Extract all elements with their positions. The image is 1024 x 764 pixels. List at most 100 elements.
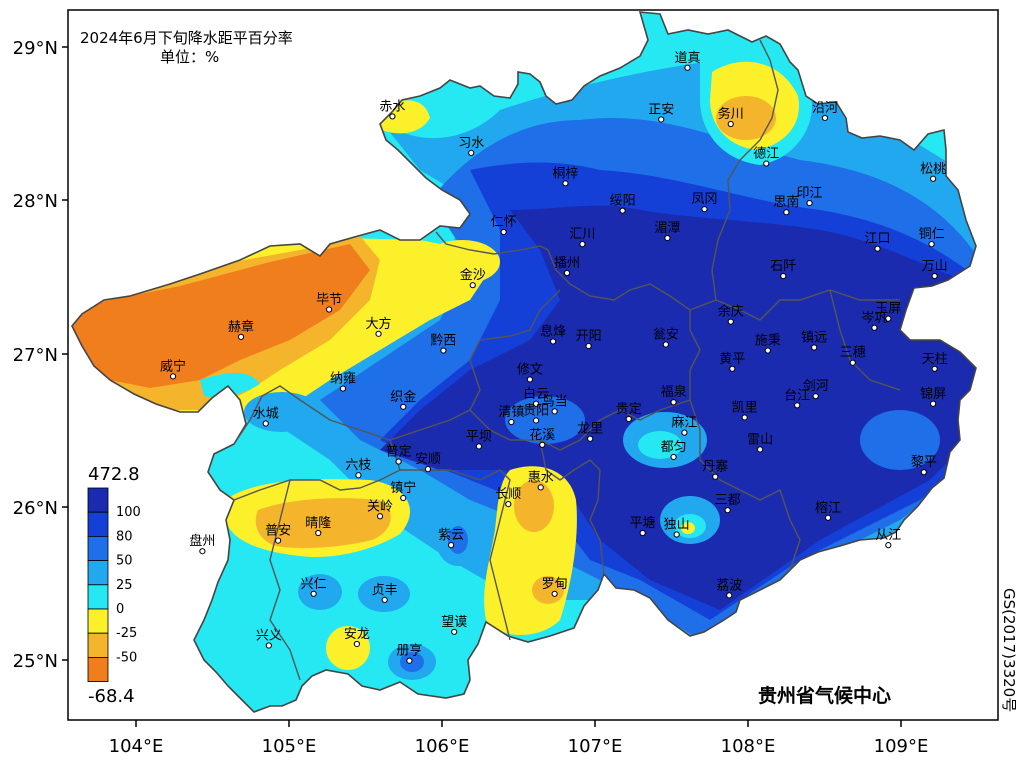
station-marker: 赤水 [379,99,405,120]
station-label: 威宁 [160,358,186,374]
station-label: 瓮安 [653,327,679,342]
lon-label-105: 105°E [262,736,317,757]
station-dot [756,446,764,453]
legend-bin-label: -50 [116,650,137,665]
field-weining-wet [200,372,260,398]
station-marker: 纳雍 [330,371,356,392]
station-marker: 思南 [773,194,799,216]
station-label: 从江 [875,528,901,543]
station-label: 余庆 [718,304,744,320]
legend-bin-label: 0 [116,602,124,617]
station-label: 独山 [664,518,690,533]
station-label: 平塘 [630,515,656,531]
legend-bin-label: 80 [116,529,133,544]
station-marker: 镇宁 [390,480,416,502]
station-label: 紫云 [438,528,464,543]
station-marker: 金沙 [460,267,486,289]
station-label: 雷山 [747,432,773,447]
station-marker: 仁怀 [491,215,517,236]
map-unit: 单位：% [160,48,219,66]
station-dot [849,359,856,366]
field-anlong [326,626,370,670]
station-dot [639,529,646,537]
station-dot [587,435,594,442]
lon-label-109: 109°E [874,736,929,757]
station-label: 普定 [386,445,412,460]
field-zhenfeng [358,576,410,612]
station-dot [475,443,483,450]
lon-label-106: 106°E [415,736,470,757]
station-marker: 务川 [718,106,744,128]
station-label: 万山 [922,259,948,274]
station-label: 三穗 [840,346,866,361]
station-dot [729,365,736,372]
map-number: GS(2017)3320号 [1000,588,1018,712]
station-marker: 黎平 [911,455,937,476]
station-dot [469,282,476,289]
station-dot [539,441,546,448]
station-marker: 罗甸 [542,577,568,597]
station-dot [505,501,512,508]
station-dot [930,175,937,182]
station-dot [400,494,407,502]
station-marker: 剑河 [803,378,829,400]
station-marker: 贵定 [616,402,642,423]
station-dot [930,400,937,407]
station-dot [812,393,819,400]
station-dot [928,241,935,248]
station-marker: 丹寨 [702,459,728,480]
station-marker: 三穗 [840,346,866,366]
station-label: 盘州 [189,533,215,549]
color-legend: 472.8 100 80 50 25 0 -25 -50 -68.4 [87,464,141,707]
station-marker: 岑巩 [861,311,887,331]
station-dot [424,466,432,473]
station-dot [389,113,396,120]
station-marker: 黄平 [719,352,745,372]
field-luodian-neg50 [532,576,564,604]
station-marker: 开阳 [576,329,602,350]
station-dot [406,657,413,664]
field-patch-liping [860,410,940,470]
boundary-anshun [389,439,511,641]
field-wuchuan-neg50 [716,96,776,140]
station-dot [532,417,540,424]
station-label: 纳雍 [330,371,356,387]
station-label: 凯里 [732,400,758,415]
station-marker: 普定 [386,445,412,465]
station-label: 都匀 [661,440,687,455]
station-dot [585,342,592,350]
station-dot [526,376,534,383]
lat-label-27: 27°N [13,345,58,366]
station-marker: 三都 [715,493,741,514]
station-label: 织金 [390,389,416,405]
station-marker: 白云 [523,386,549,407]
station-dot [468,149,475,157]
station-dot [551,408,558,415]
station-label: 播州 [554,256,580,271]
station-label: 息烽 [540,323,566,339]
station-marker: 清镇 [498,405,524,426]
station-dot [339,385,347,392]
station-marker: 印江 [797,186,823,207]
station-marker: 铜仁 [919,227,945,248]
station-marker: 册亨 [396,643,422,664]
map-title: 2024年6月下旬降水距平百分率 [80,29,293,47]
station-marker: 兴仁 [301,577,327,597]
legend-swatch [87,584,109,610]
lon-label-108: 108°E [721,736,776,757]
station-dot [353,640,360,648]
station-marker: 望谟 [441,614,467,635]
legend-swatch [87,632,109,658]
station-marker: 余庆 [718,304,744,325]
station-dot [500,228,507,236]
station-label: 安龙 [344,627,370,642]
station-marker: 盘州 [189,533,215,555]
station-label: 麻江 [671,416,697,431]
station-label: 德江 [753,147,779,162]
station-marker: 施秉 [755,333,781,354]
boundary-guiyang [469,310,701,451]
legend-swatch [87,511,109,537]
province-boundary [71,11,977,713]
station-label: 罗甸 [542,577,568,592]
field-jinsha [424,240,500,284]
